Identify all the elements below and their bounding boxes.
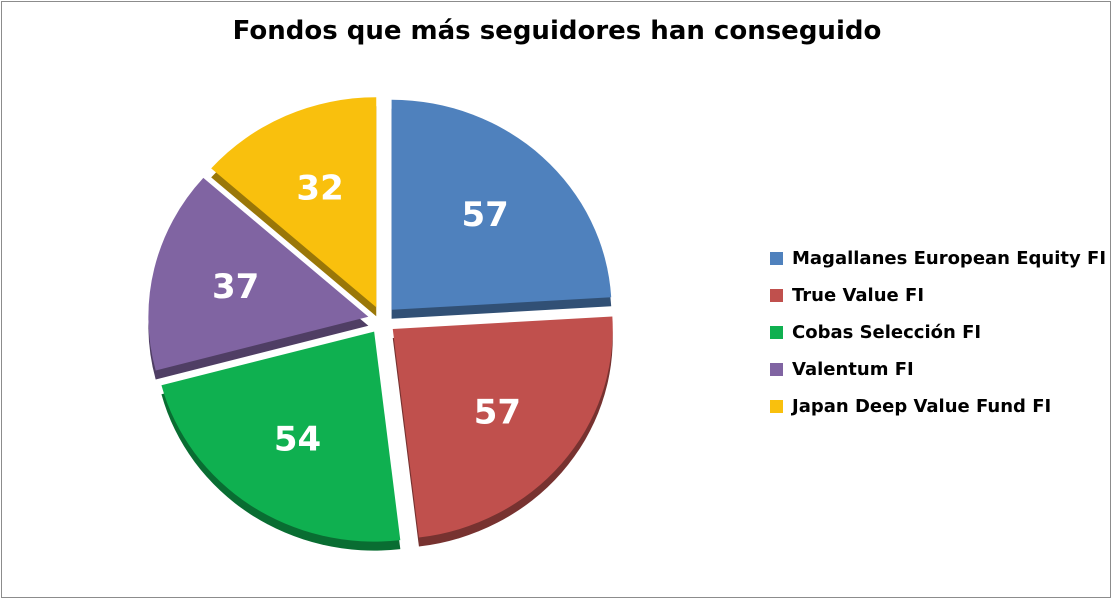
slice-value-label-5: 32: [296, 169, 343, 209]
legend-label: Magallanes European Equity FI: [792, 248, 1107, 269]
pie-slice-5: [211, 97, 377, 308]
legend-item-1: Magallanes European Equity FI: [770, 240, 1106, 277]
legend-swatch: [770, 289, 783, 302]
legend: Magallanes European Equity FI True Value …: [770, 240, 1106, 425]
pie-slice-3: [161, 331, 401, 542]
legend-swatch: [770, 252, 783, 265]
slice-value-label-1: 57: [461, 195, 508, 235]
slice-value-label-2: 57: [474, 392, 521, 432]
legend-label: True Value FI: [792, 285, 925, 306]
chart-title: Fondos que más seguidores han conseguido: [232, 16, 882, 46]
pie-slice-2: [392, 316, 613, 538]
legend-item-3: Cobas Selección FI: [770, 314, 1106, 351]
slice-value-label-4: 37: [212, 267, 259, 307]
legend-swatch: [770, 326, 783, 339]
legend-item-5: Japan Deep Value Fund FI: [770, 388, 1106, 425]
legend-label: Valentum FI: [792, 359, 914, 380]
slice-value-label-3: 54: [274, 419, 321, 459]
legend-label: Cobas Selección FI: [792, 322, 982, 343]
legend-label: Japan Deep Value Fund FI: [792, 396, 1052, 417]
legend-swatch: [770, 400, 783, 413]
legend-item-2: True Value FI: [770, 277, 1106, 314]
pie-slice-1: [391, 99, 612, 310]
legend-swatch: [770, 363, 783, 376]
pie-slice-4: [148, 177, 369, 371]
legend-item-4: Valentum FI: [770, 351, 1106, 388]
